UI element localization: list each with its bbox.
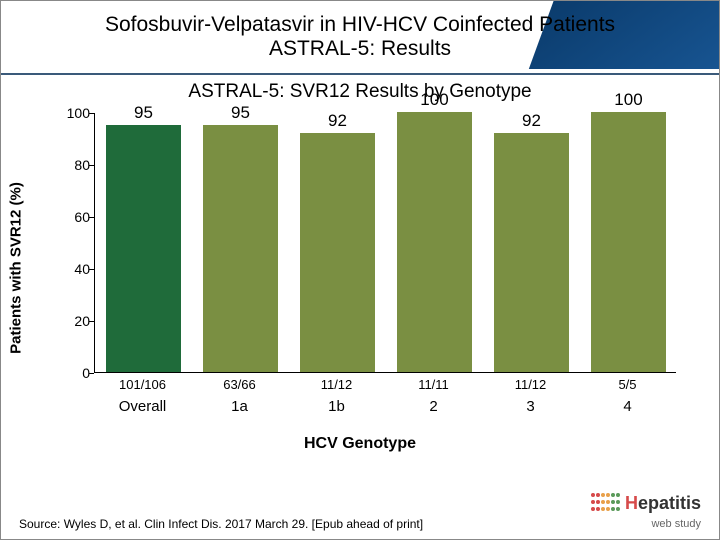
bar: 95 — [106, 125, 182, 372]
category-label: 1a — [191, 398, 288, 415]
bar-value-label: 92 — [494, 111, 570, 131]
logo-dot — [616, 507, 620, 511]
bar: 92 — [300, 133, 376, 372]
bar-value-label: 95 — [106, 103, 182, 123]
slide-title: Sofosbuvir-Velpatasvir in HIV-HCV Coinfe… — [21, 13, 699, 61]
ratio-label: 63/66 — [191, 377, 288, 392]
ratio-label: 5/5 — [579, 377, 676, 392]
logo-h-letter: H — [625, 493, 638, 513]
bar: 92 — [494, 133, 570, 372]
logo-dot — [591, 507, 595, 511]
y-tick-label: 60 — [66, 209, 90, 225]
plot-region: 95959210092100 — [94, 113, 676, 373]
hepatitis-logo: Hepatitis web study — [591, 494, 701, 531]
ratio-label: 101/106 — [94, 377, 191, 392]
y-tick-label: 100 — [66, 105, 90, 121]
bar: 100 — [397, 112, 473, 372]
y-tick-mark — [89, 113, 94, 114]
logo-dot — [596, 507, 600, 511]
title-line-2: ASTRAL-5: Results — [269, 37, 451, 60]
logo-main: Hepatitis — [625, 493, 701, 513]
logo-subtitle: web study — [651, 518, 701, 530]
y-tick-mark — [89, 321, 94, 322]
y-tick-mark — [89, 217, 94, 218]
bar-value-label: 100 — [591, 90, 667, 110]
y-axis-label: Patients with SVR12 (%) — [8, 182, 25, 354]
category-label: Overall — [94, 398, 191, 415]
bar: 100 — [591, 112, 667, 372]
slide-header: Sofosbuvir-Velpatasvir in HIV-HCV Coinfe… — [1, 1, 719, 69]
chart-area: Patients with SVR12 (%) 95959210092100 0… — [30, 113, 690, 423]
category-label: 1b — [288, 398, 385, 415]
y-tick-mark — [89, 165, 94, 166]
y-tick-label: 0 — [66, 365, 90, 381]
logo-dots — [591, 490, 621, 511]
bar-value-label: 92 — [300, 111, 376, 131]
y-tick-mark — [89, 269, 94, 270]
bar-value-label: 95 — [203, 103, 279, 123]
bar-value-label: 100 — [397, 90, 473, 110]
logo-dot — [611, 507, 615, 511]
x-axis-label: HCV Genotype — [1, 435, 719, 453]
ratio-label: 11/12 — [482, 377, 579, 392]
category-label: 2 — [385, 398, 482, 415]
category-label: 3 — [482, 398, 579, 415]
logo-dot — [606, 507, 610, 511]
title-line-1: Sofosbuvir-Velpatasvir in HIV-HCV Coinfe… — [105, 13, 615, 36]
source-citation: Source: Wyles D, et al. Clin Infect Dis.… — [19, 517, 423, 531]
logo-dot — [601, 507, 605, 511]
ratio-label: 11/11 — [385, 377, 482, 392]
y-tick-label: 20 — [66, 313, 90, 329]
y-tick-mark — [89, 373, 94, 374]
footer: Source: Wyles D, et al. Clin Infect Dis.… — [19, 494, 701, 531]
y-tick-label: 40 — [66, 261, 90, 277]
bar: 95 — [203, 125, 279, 372]
y-tick-label: 80 — [66, 157, 90, 173]
category-label: 4 — [579, 398, 676, 415]
logo-rest: epatitis — [638, 493, 701, 513]
ratio-label: 11/12 — [288, 377, 385, 392]
